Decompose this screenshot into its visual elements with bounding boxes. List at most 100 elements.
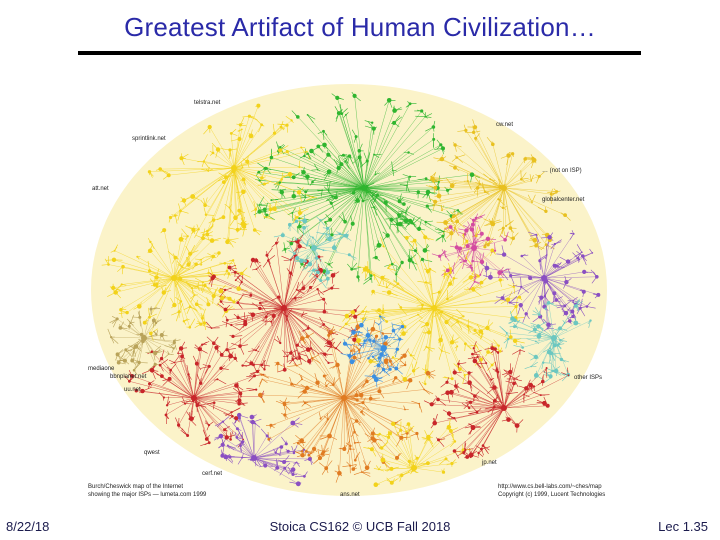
map-edge-2997 xyxy=(301,379,345,399)
map-branch-1045 xyxy=(490,178,497,185)
map-node-530 xyxy=(568,319,572,323)
map-node-806 xyxy=(429,402,434,407)
map-edge-205 xyxy=(271,157,365,189)
map-node-397 xyxy=(223,288,227,292)
map-branch-752 xyxy=(223,237,229,241)
map-node-87 xyxy=(374,173,377,176)
map-branch-2602 xyxy=(170,363,177,371)
map-branch-1409 xyxy=(205,321,212,329)
map-edge-1680 xyxy=(283,307,356,312)
map-node-967 xyxy=(451,269,454,272)
map-node-825 xyxy=(532,385,536,388)
map-branch-253 xyxy=(307,114,314,123)
map-edge-2265 xyxy=(543,276,597,279)
map-edge-725 xyxy=(233,125,288,169)
map-branch-699 xyxy=(240,161,243,168)
map-edge-2500 xyxy=(193,375,255,399)
map-node-722 xyxy=(374,334,379,338)
map-node-413 xyxy=(219,300,223,303)
map-node-306 xyxy=(188,326,192,329)
map-node-453 xyxy=(421,303,424,307)
map-edge-2504 xyxy=(193,397,240,401)
map-edge-3806 xyxy=(445,247,475,257)
map-branch-2600 xyxy=(181,396,186,404)
map-node-381 xyxy=(295,288,298,291)
map-edge-131 xyxy=(338,167,365,189)
map-edge-3851 xyxy=(447,247,475,271)
map-branch-750 xyxy=(228,239,237,243)
map-edge-1934 xyxy=(433,307,443,351)
map-node-539 xyxy=(564,279,569,285)
map-edge-666 xyxy=(168,167,235,176)
map-branch-1655 xyxy=(236,275,242,283)
map-edge-1623 xyxy=(237,302,285,309)
map-edge-650 xyxy=(213,167,235,221)
map-node-474 xyxy=(391,356,394,359)
map-node-626 xyxy=(230,411,233,414)
map-edge-549 xyxy=(328,154,365,189)
map-node-697 xyxy=(325,384,328,388)
map-node-973 xyxy=(463,259,466,263)
map-node-861 xyxy=(274,451,277,454)
map-branch-883 xyxy=(453,209,456,216)
map-branch-619 xyxy=(255,118,262,126)
map-node-334 xyxy=(148,269,152,273)
map-edge-2031 xyxy=(363,307,435,319)
map-node-138 xyxy=(424,177,428,181)
map-edge-2057 xyxy=(426,307,435,347)
map-node-67 xyxy=(400,260,404,265)
map-branch-1289 xyxy=(150,241,155,249)
map-node-936 xyxy=(304,259,307,263)
map-edge-3035 xyxy=(503,349,521,409)
map-node-482 xyxy=(438,337,443,343)
map-edge-2631 xyxy=(181,356,195,399)
map-node-110 xyxy=(420,257,425,261)
map-node-144 xyxy=(280,178,283,181)
map-node-44 xyxy=(289,241,294,246)
map-branch-2039 xyxy=(493,339,499,346)
map-node-127 xyxy=(326,169,332,174)
map-node-826 xyxy=(432,420,438,426)
map-node-17 xyxy=(291,175,296,180)
map-branch-2272 xyxy=(550,243,556,250)
map-edge-1005 xyxy=(503,187,536,241)
map-edge-3714 xyxy=(313,220,321,249)
map-node-517 xyxy=(361,317,365,320)
map-edge-2906 xyxy=(343,397,401,439)
map-node-318 xyxy=(182,320,186,323)
map-node-647 xyxy=(255,388,258,391)
map-edge-6 xyxy=(343,155,365,189)
map-branch-3790 xyxy=(452,262,456,271)
map-branch-3260 xyxy=(508,389,512,394)
map-node-205 xyxy=(221,180,226,184)
map-node-382 xyxy=(275,241,278,245)
map-node-817 xyxy=(485,362,488,365)
map-node-682 xyxy=(415,431,419,436)
map-edge-233 xyxy=(363,174,473,189)
map-edge-964 xyxy=(503,160,535,189)
map-node-791 xyxy=(523,393,525,396)
map-node-911 xyxy=(129,322,132,325)
map-branch-3877 xyxy=(462,251,467,261)
map-node-392 xyxy=(254,258,259,263)
map-branch-3669 xyxy=(288,253,295,261)
map-node-232 xyxy=(430,177,435,182)
map-edge-2132 xyxy=(509,277,545,303)
map-node-593 xyxy=(536,324,541,329)
map-edge-2445 xyxy=(177,353,195,399)
map-edge-3440 xyxy=(413,467,444,473)
map-edge-4007 xyxy=(364,340,385,349)
map-edge-1641 xyxy=(283,307,288,357)
map-edge-1021 xyxy=(503,187,507,227)
map-edge-3848 xyxy=(450,226,475,249)
map-node-221 xyxy=(444,227,446,230)
map-branch-3245 xyxy=(533,391,541,396)
map-node-611 xyxy=(505,332,508,334)
map-edge-1650 xyxy=(283,307,312,349)
map-branch-2332 xyxy=(513,345,523,348)
map-node-772 xyxy=(528,382,534,388)
map-edge-3140 xyxy=(438,407,505,441)
map-node-167 xyxy=(260,176,264,180)
map-node-224 xyxy=(454,215,457,217)
map-edge-2207 xyxy=(543,252,593,279)
